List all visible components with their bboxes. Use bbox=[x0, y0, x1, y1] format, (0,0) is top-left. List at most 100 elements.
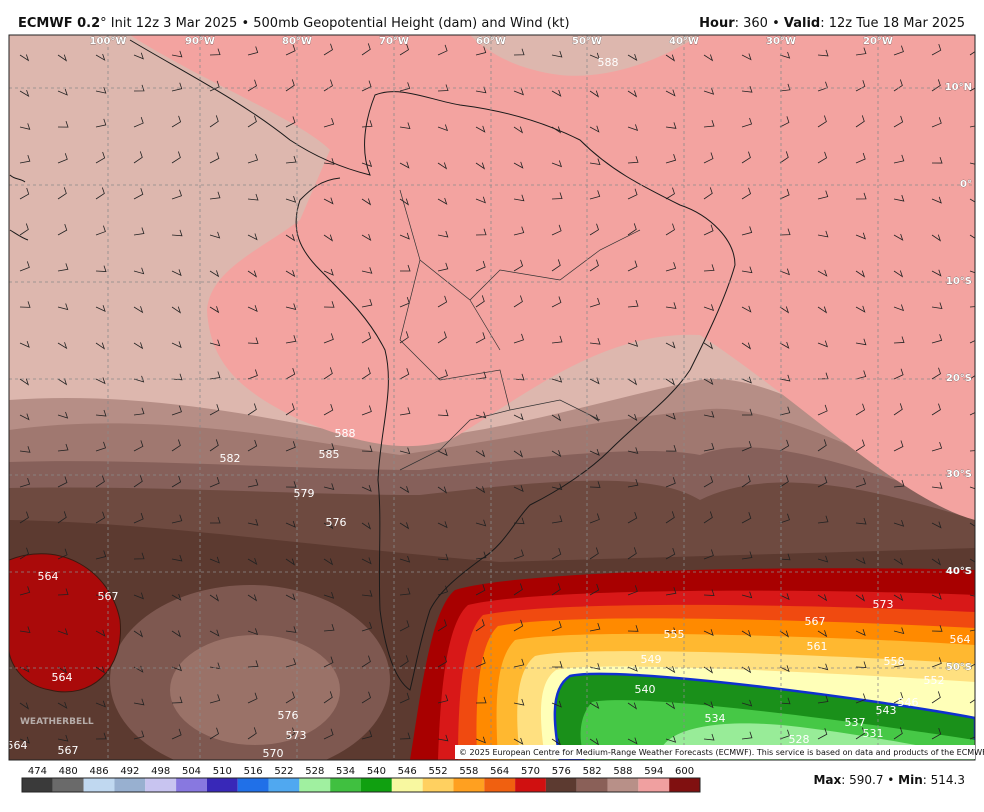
wind-barb bbox=[589, 297, 601, 308]
colorbar-swatch bbox=[607, 778, 639, 792]
wind-barb bbox=[285, 520, 296, 528]
wind-barb bbox=[437, 619, 447, 632]
wind-barb bbox=[475, 736, 486, 744]
longitude-label: 70°W bbox=[379, 36, 409, 47]
wind-barb bbox=[779, 228, 791, 236]
colorbar-swatch bbox=[52, 778, 84, 792]
wind-barb bbox=[209, 727, 219, 740]
wind-barb bbox=[931, 691, 941, 704]
wind-barb bbox=[513, 226, 525, 236]
colorbar-label: 540 bbox=[367, 766, 386, 777]
wind-barb bbox=[323, 118, 335, 128]
wind-barb bbox=[817, 555, 829, 563]
run-description: ° Init 12z 3 Mar 2025 • 500mb Geopotenti… bbox=[100, 16, 569, 31]
wind-barb bbox=[285, 481, 297, 488]
wind-barb bbox=[19, 261, 30, 272]
wind-barb bbox=[931, 234, 942, 242]
wind-barb bbox=[817, 476, 828, 488]
wind-barb bbox=[741, 85, 753, 93]
wind-barb bbox=[551, 700, 562, 708]
wind-barb bbox=[95, 441, 107, 452]
wind-barb bbox=[741, 408, 753, 416]
wind-barb bbox=[57, 476, 68, 488]
wind-barb bbox=[893, 270, 904, 278]
wind-barb bbox=[209, 404, 220, 416]
wind-barb bbox=[589, 158, 601, 166]
wind-barb bbox=[551, 414, 562, 422]
wind-barb bbox=[399, 368, 410, 380]
wind-barb bbox=[665, 627, 677, 635]
wind-barb bbox=[95, 305, 106, 312]
colorbar-swatch bbox=[330, 778, 361, 792]
wind-barb bbox=[893, 627, 905, 635]
wind-barb bbox=[323, 558, 334, 566]
wind-barb bbox=[931, 482, 943, 489]
wind-barb bbox=[475, 411, 487, 419]
wind-barb bbox=[513, 485, 524, 493]
wind-barb bbox=[19, 736, 30, 744]
wind-barb bbox=[969, 162, 975, 165]
wind-barb bbox=[513, 194, 525, 202]
latitude-label: 40°S bbox=[946, 566, 972, 577]
wind-barb bbox=[741, 440, 752, 452]
wind-barb bbox=[741, 305, 752, 313]
wind-barb bbox=[285, 44, 296, 56]
wind-barb bbox=[247, 46, 259, 56]
wind-barb bbox=[893, 304, 905, 312]
wind-barb bbox=[57, 666, 68, 674]
wind-barb bbox=[437, 197, 448, 205]
wind-barb bbox=[19, 223, 29, 236]
wind-barb bbox=[817, 515, 829, 524]
colorbar-label: 528 bbox=[305, 766, 324, 777]
wind-barb bbox=[551, 583, 561, 596]
wind-barb bbox=[969, 699, 975, 704]
wind-barb bbox=[817, 49, 829, 57]
wind-barb bbox=[703, 589, 715, 596]
contour-label: 576 bbox=[326, 516, 347, 529]
wind-barb bbox=[513, 48, 525, 56]
wind-barb bbox=[627, 156, 639, 164]
wind-barb bbox=[361, 405, 372, 416]
min-label: Min bbox=[898, 773, 923, 787]
wind-barb bbox=[437, 409, 449, 417]
wind-barb bbox=[627, 188, 638, 200]
wind-barb bbox=[437, 655, 448, 668]
wind-barb bbox=[589, 622, 601, 632]
wind-barb bbox=[855, 370, 867, 380]
wind-barb bbox=[95, 550, 107, 560]
wind-barb bbox=[779, 151, 789, 164]
wind-barb bbox=[437, 295, 448, 308]
wind-barb bbox=[285, 79, 295, 92]
wind-barb bbox=[171, 696, 183, 704]
wind-barb bbox=[361, 557, 372, 565]
wind-barb bbox=[817, 269, 828, 277]
wind-barb bbox=[19, 702, 30, 710]
wind-barb bbox=[133, 407, 145, 416]
wind-barb bbox=[133, 84, 145, 92]
hour-label: Hour bbox=[699, 16, 735, 31]
wind-barb bbox=[817, 594, 828, 602]
wind-barb bbox=[703, 411, 715, 418]
wind-barb bbox=[95, 732, 107, 740]
colorbar-swatch bbox=[576, 778, 608, 792]
wind-barb bbox=[665, 341, 676, 349]
wind-barb bbox=[209, 115, 219, 128]
wind-barb bbox=[665, 548, 676, 560]
wind-barb bbox=[969, 486, 975, 490]
colorbar-swatch bbox=[22, 778, 53, 792]
wind-barb bbox=[969, 736, 975, 740]
wind-barb bbox=[323, 691, 333, 704]
longitude-label: 30°W bbox=[766, 36, 796, 47]
wind-barb bbox=[437, 486, 448, 494]
wind-barb bbox=[171, 151, 181, 164]
wind-barb bbox=[589, 583, 600, 596]
latitude-label: 20°S bbox=[946, 373, 972, 384]
wind-barb bbox=[57, 378, 68, 386]
wind-barb bbox=[513, 161, 524, 169]
wind-barb bbox=[931, 521, 942, 529]
wind-barb bbox=[437, 694, 449, 704]
wind-barb bbox=[627, 511, 638, 524]
wind-barb bbox=[171, 189, 182, 200]
wind-barb bbox=[589, 547, 599, 560]
wind-barb bbox=[513, 698, 525, 706]
